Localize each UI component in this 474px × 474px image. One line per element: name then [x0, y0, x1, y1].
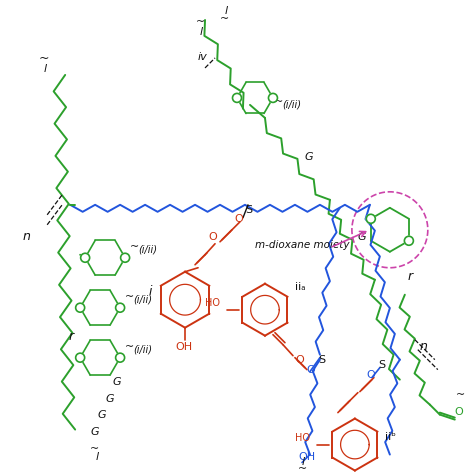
Text: S: S	[378, 360, 385, 370]
Text: ~: ~	[275, 97, 283, 107]
Circle shape	[76, 353, 85, 362]
Text: l: l	[200, 27, 203, 37]
Circle shape	[120, 253, 129, 262]
Text: G: G	[358, 232, 366, 242]
Circle shape	[81, 253, 90, 262]
Text: (i/ii): (i/ii)	[138, 245, 157, 255]
Text: r: r	[68, 330, 73, 343]
Text: O: O	[367, 370, 375, 380]
Text: ~: ~	[125, 292, 134, 302]
Text: (i/ii): (i/ii)	[282, 100, 301, 110]
Text: (i/ii): (i/ii)	[133, 295, 152, 305]
Text: G: G	[305, 152, 314, 162]
Text: l: l	[95, 452, 98, 462]
Text: G: G	[112, 377, 121, 387]
Text: G: G	[97, 410, 106, 419]
Text: iiₐ: iiₐ	[295, 282, 306, 292]
Text: OH: OH	[298, 452, 315, 462]
Text: O: O	[295, 355, 304, 365]
Text: n: n	[420, 340, 428, 353]
Text: O: O	[234, 214, 243, 224]
Text: G: G	[90, 427, 99, 437]
Text: ~: ~	[125, 342, 134, 352]
Text: ~: ~	[90, 444, 100, 454]
Circle shape	[404, 236, 413, 245]
Text: S: S	[318, 355, 325, 365]
Text: r: r	[408, 270, 413, 283]
Text: ~: ~	[298, 464, 307, 474]
Circle shape	[116, 353, 125, 362]
Circle shape	[233, 93, 241, 102]
Text: HO: HO	[205, 298, 220, 308]
Text: O: O	[306, 365, 315, 374]
Text: ~: ~	[456, 390, 465, 400]
Text: ~: ~	[220, 14, 229, 24]
Text: G: G	[105, 393, 114, 403]
Text: HO: HO	[295, 433, 310, 443]
Text: O: O	[208, 232, 217, 242]
Circle shape	[366, 214, 375, 223]
Text: ~: ~	[130, 242, 139, 252]
Text: ~: ~	[196, 17, 205, 27]
Text: m-dioxane moiety: m-dioxane moiety	[255, 240, 349, 250]
Text: n: n	[22, 230, 30, 243]
Text: (i/ii): (i/ii)	[133, 345, 152, 355]
Text: OH: OH	[175, 342, 192, 352]
Text: i: i	[148, 285, 152, 298]
Circle shape	[76, 303, 85, 312]
Text: l: l	[43, 64, 46, 74]
Text: iiᵇ: iiᵇ	[385, 431, 396, 442]
Text: l: l	[302, 456, 305, 466]
Text: S: S	[245, 205, 252, 215]
Circle shape	[268, 93, 277, 102]
Text: O: O	[455, 407, 464, 417]
Circle shape	[116, 303, 125, 312]
Text: l: l	[225, 6, 228, 16]
Text: iv: iv	[198, 52, 208, 62]
Text: ~: ~	[38, 52, 49, 65]
